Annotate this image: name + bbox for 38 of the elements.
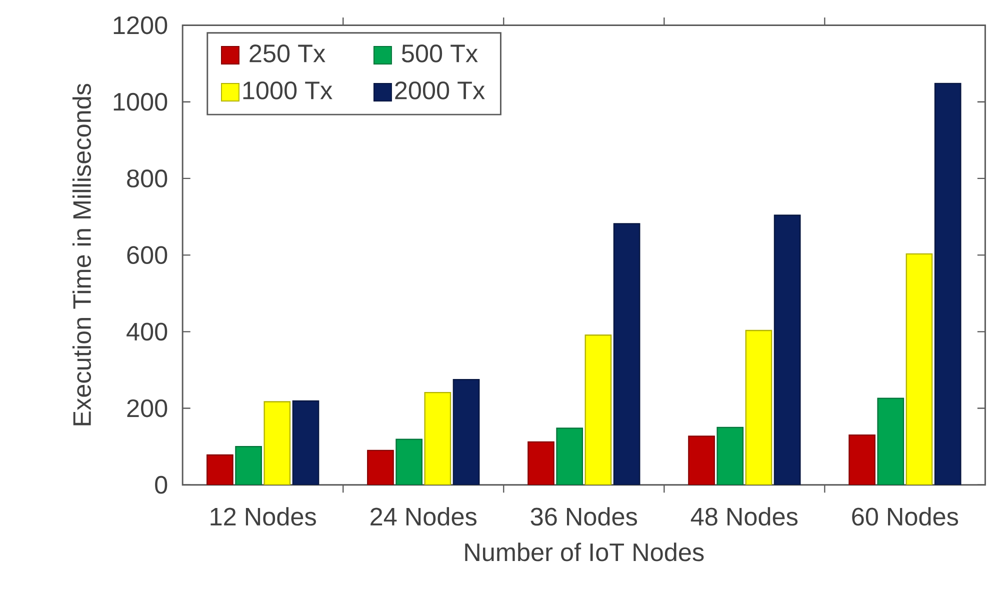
y-tick-label: 1200 xyxy=(114,16,168,34)
bar xyxy=(613,222,640,485)
x-tick-label: 24 Nodes xyxy=(370,506,476,526)
bar xyxy=(235,446,262,485)
legend-label: 2000 Tx xyxy=(395,81,485,100)
bar xyxy=(906,253,933,485)
x-tick-label: 12 Nodes xyxy=(210,506,316,526)
y-tick-label: 400 xyxy=(126,322,168,340)
bar xyxy=(452,378,480,485)
bar xyxy=(292,400,320,485)
bar xyxy=(206,454,234,485)
legend-label: 500 Tx xyxy=(402,44,478,62)
x-tick-label: 48 Nodes xyxy=(690,506,798,526)
bar xyxy=(877,398,904,485)
bar xyxy=(367,450,394,485)
bar xyxy=(774,214,801,485)
bar xyxy=(584,334,612,485)
bar xyxy=(528,441,554,485)
legend-label: 250 Tx xyxy=(250,44,326,62)
x-axis-title: Number of IoT Nodes xyxy=(465,542,704,562)
y-tick-label: 0 xyxy=(155,476,168,494)
bar xyxy=(556,427,584,485)
x-tick-label: 60 Nodes xyxy=(852,506,958,526)
bar xyxy=(396,438,422,485)
bar xyxy=(424,392,452,485)
legend-label: 1000 Tx xyxy=(243,81,332,100)
y-tick-label: 800 xyxy=(127,169,168,188)
bar xyxy=(688,435,715,485)
y-tick-label: 200 xyxy=(127,399,168,418)
x-tick-label: 36 Nodes xyxy=(530,506,638,526)
bar xyxy=(264,401,291,485)
bar xyxy=(716,426,744,485)
y-tick-label: 600 xyxy=(127,246,168,264)
bar xyxy=(934,82,962,485)
y-axis-title: Execution Time in Milliseconds xyxy=(72,84,92,426)
bar xyxy=(745,330,772,485)
bar xyxy=(848,434,876,485)
y-tick-label: 1000 xyxy=(114,92,168,111)
